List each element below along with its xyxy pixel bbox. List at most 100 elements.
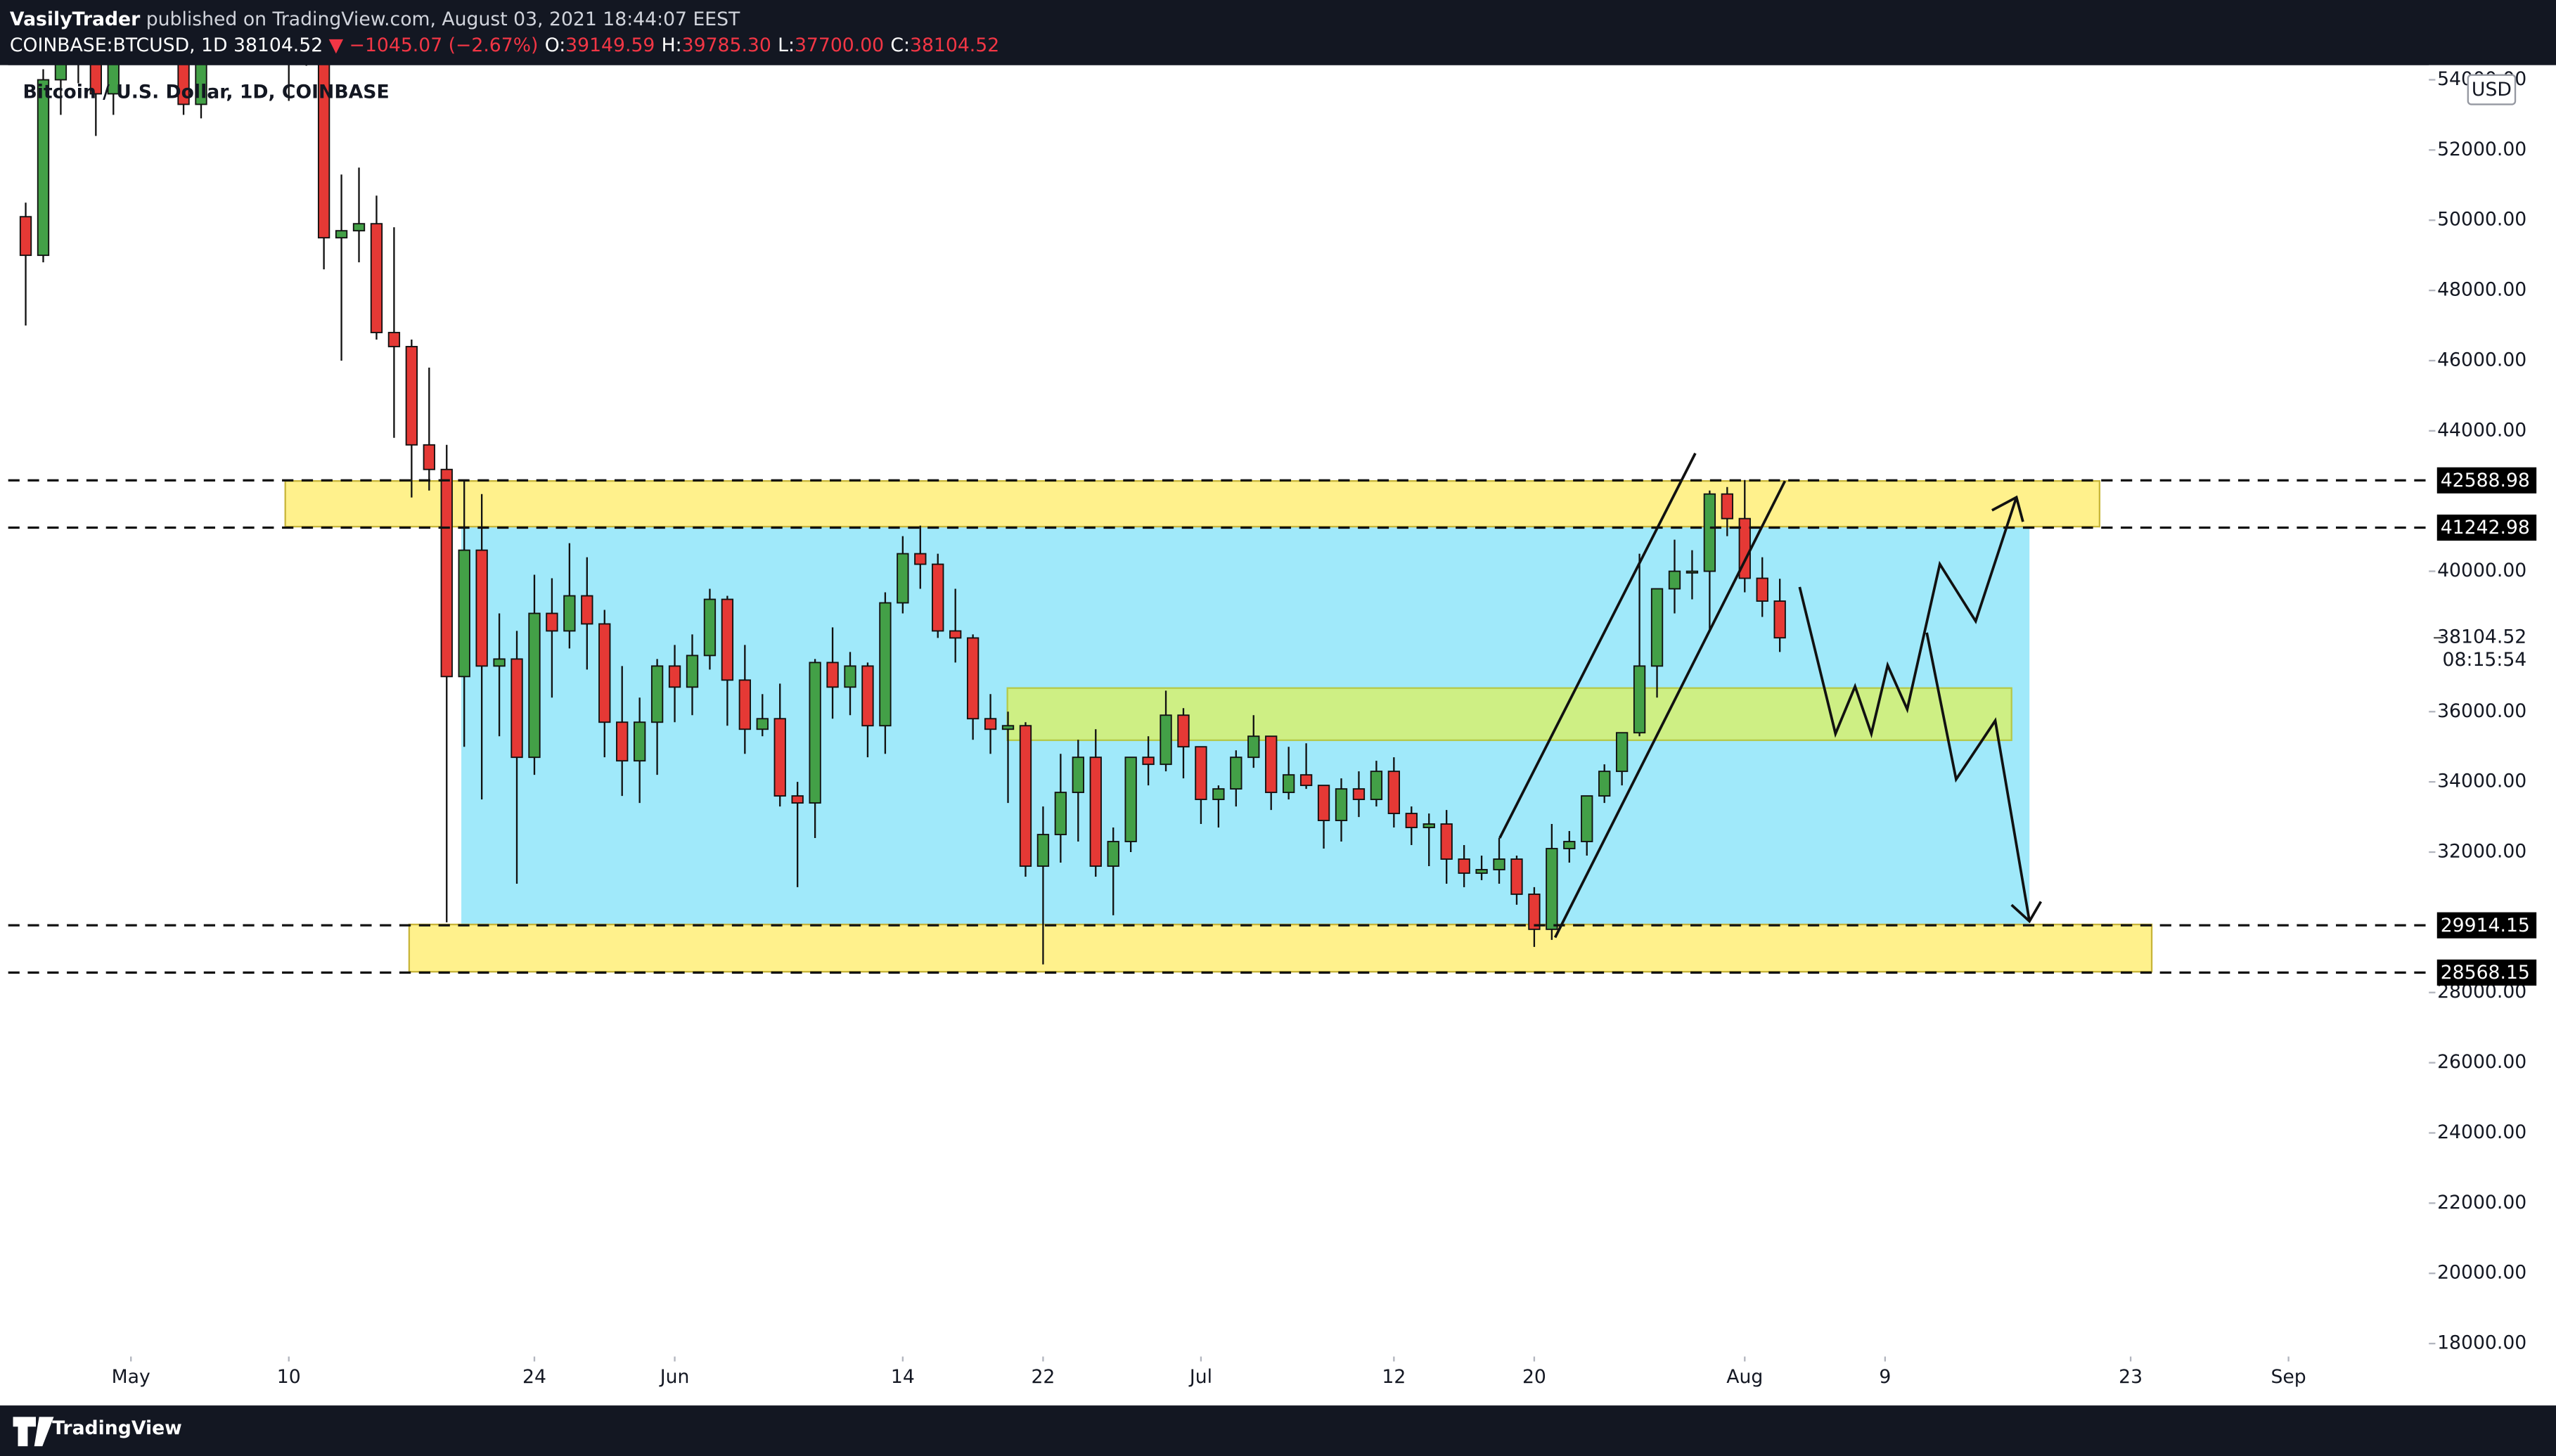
candle-body [1019,725,1032,867]
axes: 18000.00 20000.00 22000.00 24000.00 26000.00… [112,68,2537,1388]
published: published on TradingView.com, August 03,… [146,8,740,30]
drawings [1498,452,2043,939]
candle-body [1668,570,1681,590]
ohlc-value: 37700.00 [795,34,884,56]
candle-body [1283,774,1295,794]
y-tick-label: 48000.00 [2437,279,2526,301]
x-tick-label: 24 [522,1366,546,1388]
candle-body [1458,858,1470,874]
candle-body [546,612,558,632]
header-bar [0,0,2556,65]
x-tick-label: 9 [1879,1366,1891,1388]
projection-path [1925,632,2031,922]
candle-body [37,79,50,257]
y-tick-label: 34000.00 [2437,771,2526,792]
candle-body [440,468,453,678]
header-line: VasilyTrader published on TradingView.co… [10,8,740,30]
left-margin [0,65,8,1406]
countdown: 08:15:54 [2443,649,2527,671]
change: ▼ −1045.07 (−2.67%) [329,34,539,56]
candle-body [458,549,470,678]
candle-body [528,612,541,759]
y-tick-label: 32000.00 [2437,840,2526,862]
candle-body [844,665,856,688]
candle-body [19,216,32,257]
candle-body [721,598,734,681]
candle-body [1721,493,1733,520]
brand: TradingView [52,1417,182,1439]
candle-body [1563,841,1576,849]
resistance-zone [284,479,2101,528]
candle-body [809,662,821,804]
candle-body [879,602,892,727]
candle-body [756,718,769,730]
y-tick-label: 50000.00 [2437,209,2526,231]
y-tick-label: 20000.00 [2437,1262,2526,1284]
candle-body [1510,858,1523,895]
projection-path [1798,496,2018,739]
arrow-head [2010,901,2043,924]
candle-body [616,721,629,762]
candle-body [1423,823,1435,828]
y-tick-label: 22000.00 [2437,1192,2526,1213]
candle-body [1265,735,1278,794]
candle-body [1581,795,1593,842]
candle-body [1177,714,1190,748]
candle-body [984,718,997,730]
candle-body [932,563,944,632]
y-tick-label: 44000.00 [2437,419,2526,441]
candle-body [1089,756,1102,867]
candle-body [1160,714,1172,766]
candle-body [738,679,751,730]
x-tick-label: 22 [1031,1366,1055,1388]
candle-body [1756,577,1768,602]
candle-body [1387,771,1401,815]
logo-mark [13,1417,54,1447]
candle-body [1370,771,1383,801]
candle-body [423,444,435,470]
candle-body [1493,858,1505,870]
candle-body [1703,493,1716,572]
ohlc-value: 39785.30 [682,34,771,56]
ohlc-label: C: [890,34,910,56]
candle-body [1317,785,1330,821]
x-tick-label: Sep [2271,1366,2306,1388]
candle-body [650,665,664,723]
candle-body [668,665,681,688]
levels [8,479,2429,974]
candle-body [1072,756,1084,794]
mid-zone [1006,687,2012,742]
y-tick-label: 24000.00 [2437,1121,2526,1143]
candle-body [1528,893,1541,930]
x-tick-label: 20 [1522,1366,1546,1388]
trend-line [1498,452,1697,839]
candle-body [773,718,786,797]
support-zone [408,923,2153,973]
candle-body [1773,600,1786,639]
candle-body [1107,841,1119,867]
level-label: 28568.15 [2441,962,2530,984]
candle-body [1475,869,1488,874]
trend-line [1553,480,1787,939]
price-label: 38104.52 [2437,626,2526,648]
symbol-line: COINBASE:BTCUSD, 1D 38104.52 ▼ −1045.07 … [10,34,999,56]
publisher: VasilyTrader [10,8,141,30]
time-axis [0,1356,2556,1406]
currency: USD [2472,79,2512,101]
ohlc-label: L: [778,34,795,56]
candle-body [914,553,927,565]
y-tick-label: 26000.00 [2437,1051,2526,1073]
last-price: 38104.52 [233,34,323,56]
level-label: 29914.15 [2441,915,2530,936]
x-tick-label: 14 [891,1366,915,1388]
candle-body [1352,788,1366,801]
candle-body [949,630,962,639]
y-tick-label: 46000.00 [2437,349,2526,371]
candle-body [405,346,418,446]
level-badge [2436,912,2537,939]
level-badge [2436,514,2537,541]
candle-body [352,223,366,232]
candle-body [1054,792,1067,835]
candle-body [703,598,717,657]
